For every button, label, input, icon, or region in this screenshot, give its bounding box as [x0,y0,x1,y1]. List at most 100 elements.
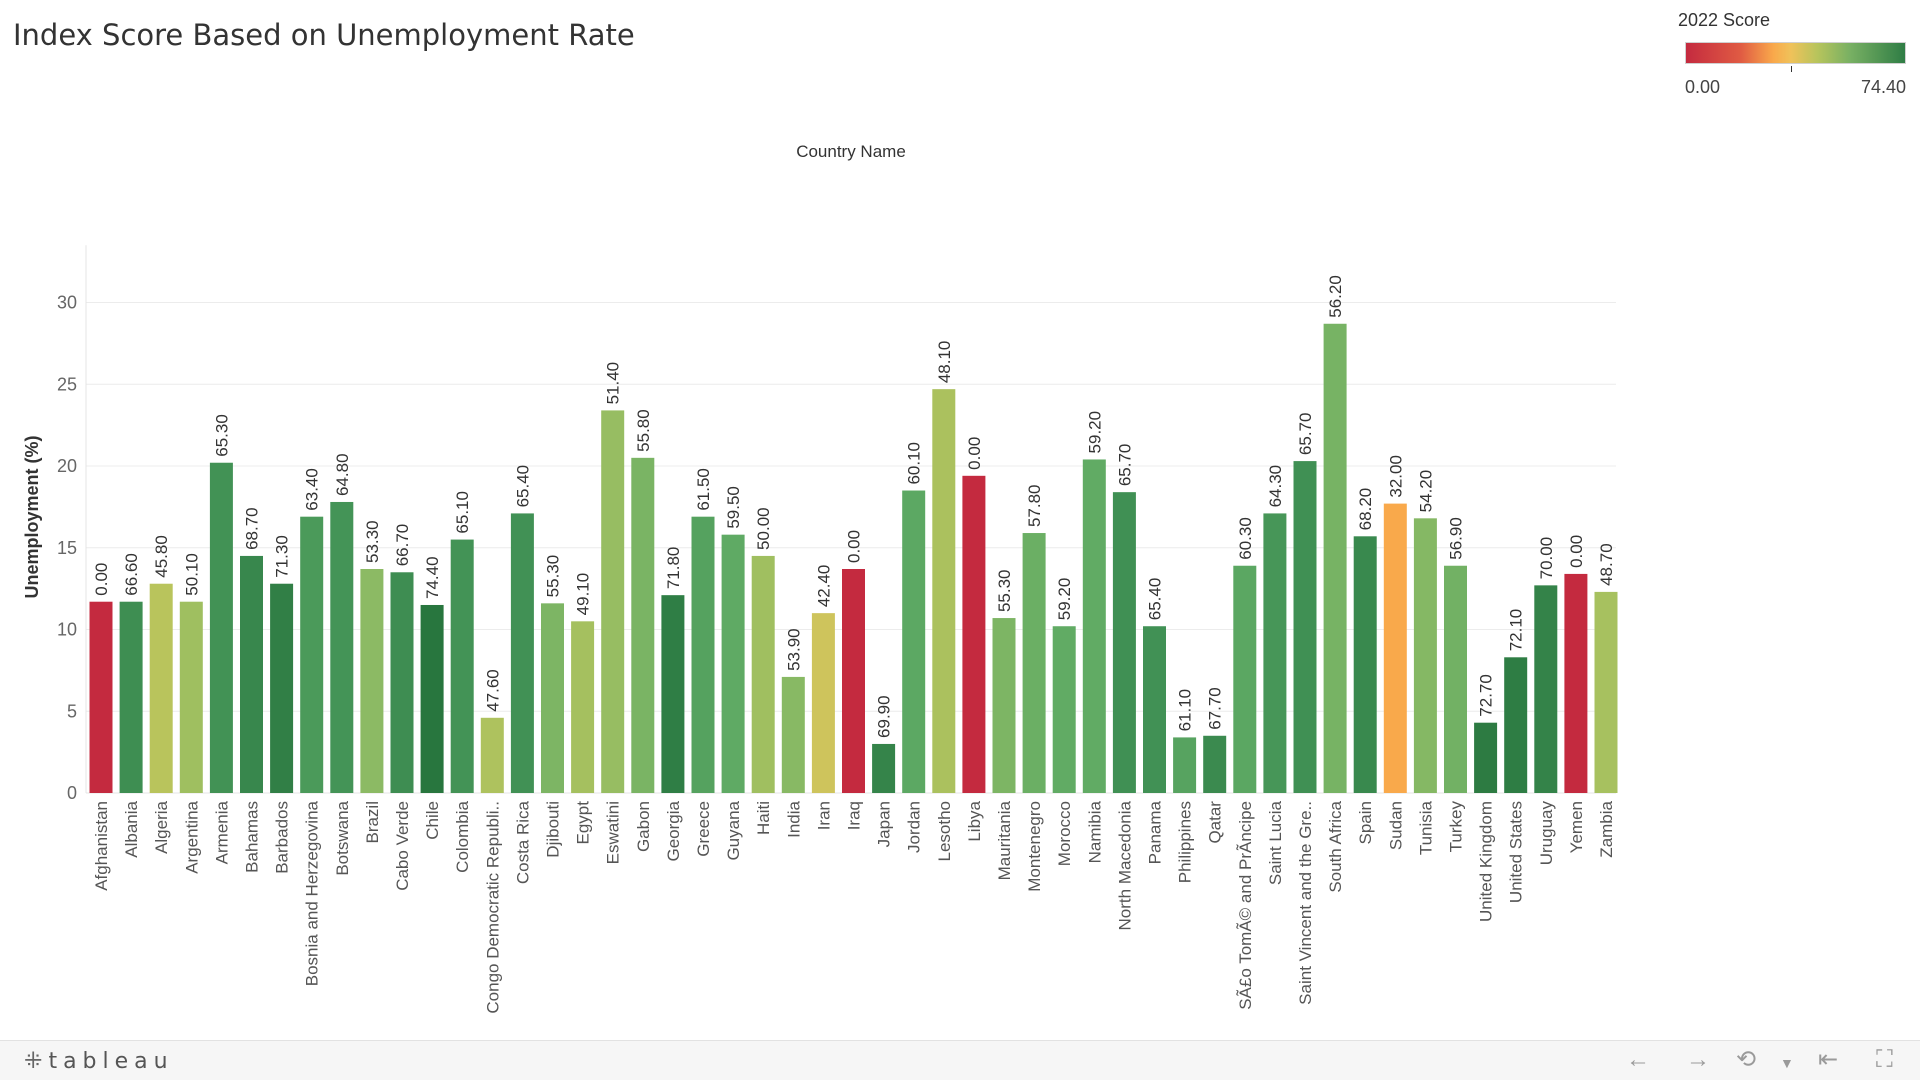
y-tick-label: 25 [57,374,77,394]
bar-score-label: 74.40 [423,556,442,599]
x-category-label: Greece [694,801,713,857]
bar [480,717,504,793]
bar-score-label: 48.10 [935,341,954,384]
legend-max-label: 74.40 [1860,77,1906,97]
reset-icon[interactable]: ⇤ [1818,1046,1839,1073]
x-category-label: Saint Lucia [1266,800,1285,885]
bar-score-label: 0.00 [845,530,864,563]
bar [119,601,143,793]
x-category-label: Colombia [453,800,472,872]
x-category-label: Philippines [1176,801,1195,883]
bar-score-label: 51.40 [604,362,623,405]
legend-color-ramp [1685,42,1906,64]
bar-score-label: 66.70 [393,524,412,567]
bar-score-label: 64.80 [333,453,352,496]
bar-score-label: 64.30 [1266,465,1285,508]
x-category-label: Saint Vincent and the Gre.. [1296,801,1315,1005]
bar-score-label: 72.70 [1477,674,1496,717]
color-legend[interactable]: 2022 Score 0.00 74.40 [1678,8,1908,98]
tableau-logo[interactable]: ⁜ tableau [24,1049,174,1074]
x-category-label: United States [1507,801,1526,903]
bar [842,569,865,793]
tableau-logo-text: tableau [48,1049,174,1074]
bar [209,462,233,793]
bar-score-label: 65.70 [1115,444,1134,487]
bar [1413,518,1437,793]
undo-icon[interactable]: ← [1626,1046,1650,1073]
tableau-mark-icon: ⁜ [24,1049,43,1074]
bar [1383,503,1407,793]
bar [601,410,625,793]
bar-score-label: 32.00 [1386,455,1405,498]
bar [691,516,715,793]
bar [571,621,595,793]
x-category-label: Costa Rica [513,800,532,884]
x-category-label: India [784,800,803,837]
bar [751,555,775,793]
bar [450,539,474,793]
bar [360,569,384,793]
bar-score-label: 66.60 [122,553,141,596]
bar-score-label: 0.00 [1567,535,1586,568]
bar-score-label: 67.70 [1206,687,1225,730]
bar [420,604,444,793]
x-category-label: Cabo Verde [393,801,412,891]
page-title: Index Score Based on Unemployment Rate [13,18,635,52]
bar-score-label: 71.80 [664,547,683,590]
x-category-label: Jordan [905,801,924,853]
bar-score-label: 61.50 [694,468,713,511]
bar-score-label: 69.90 [875,695,894,738]
revert-icon[interactable]: ⟲ [1736,1046,1757,1073]
bar [330,501,354,793]
bar [932,389,956,793]
x-category-label: Iraq [845,801,864,830]
x-category-label: Armenia [212,800,231,864]
x-category-label: Bosnia and Herzegovina [303,800,322,986]
fullscreen-icon[interactable]: ⛶ [1876,1046,1893,1073]
x-category-label: Libya [965,800,984,841]
legend-tick [1791,66,1792,72]
y-tick-label: 20 [57,456,77,476]
bar [1233,565,1257,793]
bar [1082,459,1106,793]
x-category-label: Congo Democratic Republi.. [483,801,502,1014]
x-category-label: Afghanistan [92,801,111,891]
bar-score-label: 63.40 [303,468,322,511]
y-tick-label: 30 [57,293,77,313]
x-category-label: Eswatini [604,801,623,864]
x-category-label: Haiti [754,801,773,835]
bar [781,676,805,793]
bar [510,513,534,793]
bar-score-label: 0.00 [92,563,111,596]
legend-min-label: 0.00 [1685,77,1721,97]
x-category-label: Qatar [1206,801,1225,844]
x-category-label: Guyana [724,800,743,860]
bar-score-label: 68.70 [243,507,262,550]
y-tick-label: 5 [67,701,77,721]
bar-score-label: 50.10 [182,553,201,596]
x-category-label: SÃ£o TomÃ© and PrÃncipe [1236,801,1255,1010]
bar-score-label: 55.80 [634,409,653,452]
x-category-label: Yemen [1567,801,1586,853]
bar [811,613,835,793]
bar [1444,565,1467,793]
bar-score-label: 59.20 [1055,578,1074,621]
bar [240,555,263,793]
bar [1594,591,1618,793]
bar-score-label: 45.80 [152,535,171,578]
bar-score-label: 53.30 [363,520,382,563]
bar-score-label: 56.90 [1447,517,1466,560]
bar-score-label: 68.20 [1356,488,1375,531]
dropdown-icon[interactable]: ▼ [1780,1055,1794,1071]
bar-score-label: 65.30 [212,414,231,457]
x-category-label: Tunisia [1416,800,1435,855]
x-category-label: Brazil [363,801,382,844]
x-category-label: Gabon [634,801,653,852]
bar-score-label: 53.90 [784,628,803,671]
redo-icon[interactable]: → [1686,1046,1710,1073]
bar [1143,626,1166,793]
x-category-label: Egypt [574,801,593,845]
bar [1293,461,1317,793]
bar-score-label: 48.70 [1597,543,1616,586]
bar-score-label: 65.70 [1296,413,1315,456]
